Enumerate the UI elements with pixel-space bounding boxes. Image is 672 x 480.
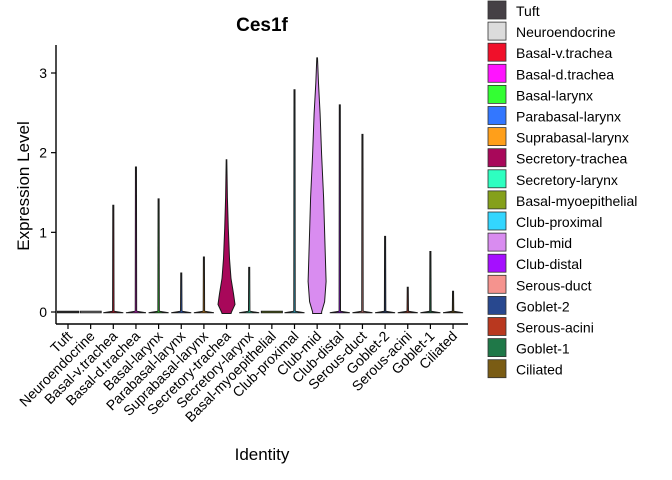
- y-axis: 0 1 2 3: [39, 45, 57, 324]
- y-tick-label: 3: [39, 65, 47, 81]
- violin-ciliated: [442, 290, 464, 314]
- violin-serous-duct: [352, 133, 373, 314]
- violin-club-mid: [307, 57, 327, 314]
- legend-label: Club-mid: [516, 235, 572, 251]
- violin-suprabasal-larynx: [193, 256, 214, 314]
- legend-label: Suprabasal-larynx: [516, 130, 629, 146]
- legend-swatch: [487, 211, 507, 231]
- legend-swatch: [487, 169, 507, 189]
- legend-swatch: [487, 85, 507, 104]
- legend-swatch: [487, 317, 507, 336]
- violin-tuft: [57, 310, 79, 314]
- legend-swatch: [487, 253, 507, 273]
- legend-label: Secretory-trachea: [516, 151, 627, 167]
- legend-swatch: [487, 274, 507, 294]
- legend-label: Club-distal: [516, 256, 582, 272]
- violin-basal-larynx: [148, 198, 169, 314]
- legend-label: Goblet-1: [516, 341, 570, 357]
- legend-label: Club-proximal: [516, 214, 602, 230]
- y-tick-label: 0: [39, 304, 47, 320]
- legend-label: Tuft: [516, 3, 540, 19]
- legend-label: Serous-acini: [516, 320, 594, 336]
- legend-swatch: [487, 232, 507, 252]
- y-tick-label: 1: [39, 224, 47, 240]
- legend-swatch: [487, 42, 507, 62]
- chart-title: Ces1f: [236, 15, 288, 36]
- violin-club-proximal: [284, 89, 305, 314]
- legend-swatch: [487, 63, 507, 83]
- legend-label: Serous-duct: [516, 277, 592, 293]
- legend-swatch: [487, 21, 507, 41]
- x-axis-title: Identity: [235, 445, 290, 464]
- legend-label: Parabasal-larynx: [516, 109, 621, 125]
- legend-swatch: [487, 148, 507, 168]
- violin-secretory-trachea: [217, 159, 236, 314]
- legend-label: Ciliated: [516, 362, 563, 378]
- violin-secretory-larynx: [239, 266, 260, 314]
- legend-swatch: [487, 127, 507, 146]
- legend-label: Secretory-larynx: [516, 172, 618, 188]
- legend-label: Basal-larynx: [516, 87, 593, 103]
- y-tick-label: 2: [39, 145, 47, 161]
- violin-parabasal-larynx: [171, 272, 192, 314]
- legend-label: Basal-myoepithelial: [516, 193, 637, 209]
- violin-layer: [57, 57, 464, 314]
- legend-swatch: [487, 359, 507, 379]
- violin-serous-acini: [397, 286, 418, 314]
- violin-basal-d-trachea: [125, 166, 147, 314]
- legend-label: Basal-d.trachea: [516, 66, 614, 82]
- y-axis-title: Expression Level: [14, 121, 33, 250]
- violin-basal-v-trachea: [103, 204, 124, 314]
- violin-club-distal: [329, 104, 350, 314]
- legend-swatch: [487, 338, 507, 358]
- legend-label: Goblet-2: [516, 298, 570, 314]
- x-axis: TuftNeuroendocrineBasal-v.tracheaBasal-d…: [16, 323, 468, 425]
- legend-swatch: [487, 0, 507, 20]
- legend-label: Neuroendocrine: [516, 24, 616, 40]
- legend-swatch: [487, 190, 507, 210]
- legend-swatch: [487, 106, 507, 125]
- violin-basal-myoepithelial: [260, 310, 283, 314]
- violin-neuroendocrine: [79, 310, 102, 314]
- legend-swatch: [487, 295, 507, 315]
- violin-goblet-2: [375, 235, 396, 314]
- violin-goblet-1: [420, 250, 441, 314]
- legend: Tuft Neuroendocrine Basal-v.trachea Basal-d…: [487, 0, 637, 379]
- legend-label: Basal-v.trachea: [516, 45, 612, 61]
